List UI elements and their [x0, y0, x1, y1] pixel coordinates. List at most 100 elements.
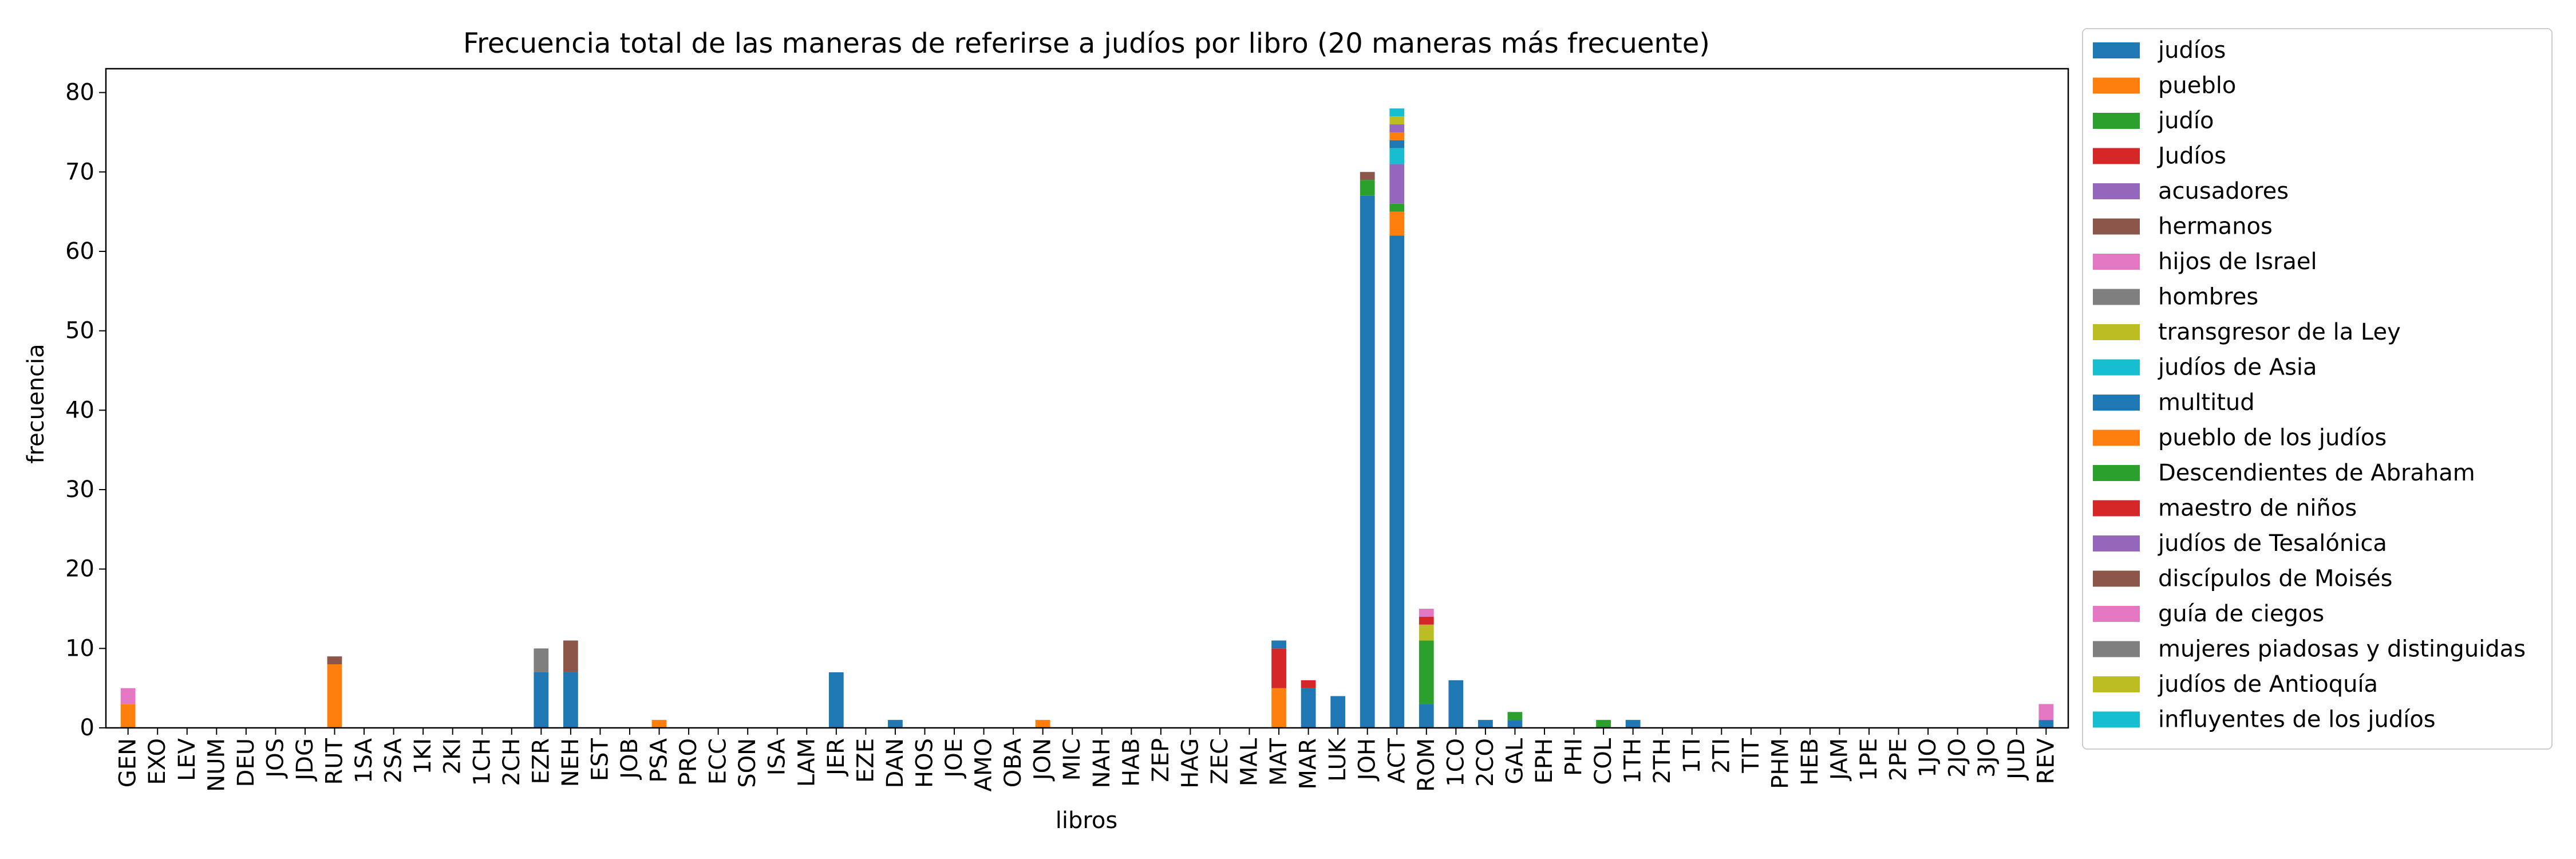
x-tick-label: 3JO [1974, 738, 2000, 778]
bar-segment [327, 656, 342, 665]
legend-swatch [2093, 395, 2140, 411]
x-tick-label: JOE [941, 738, 967, 779]
y-tick-label: 80 [65, 80, 94, 106]
x-tick-label: HAB [1118, 738, 1144, 787]
y-tick-label: 60 [65, 238, 94, 265]
x-tick-label: NAH [1089, 738, 1115, 788]
x-tick-label: 1TI [1679, 738, 1705, 774]
legend-swatch [2093, 359, 2140, 376]
x-tick-label: JON [1030, 738, 1056, 782]
legend-swatch [2093, 77, 2140, 94]
x-tick-label: 2CH [499, 738, 525, 786]
bar-segment [1419, 608, 1434, 617]
y-tick-label: 50 [65, 318, 94, 344]
legend-swatch [2093, 641, 2140, 657]
bar-segment [1419, 640, 1434, 704]
bar-segment [1389, 148, 1405, 164]
plot-frame [105, 68, 2069, 729]
x-tick-label: EPH [1531, 738, 1558, 783]
x-tick-label: 1SA [351, 738, 377, 783]
x-tick-label: RUT [322, 738, 348, 785]
bar-segment [1625, 720, 1641, 728]
legend-entry: maestro de niños [2158, 495, 2357, 522]
x-tick-label: REV [2033, 738, 2059, 784]
x-tick-label: JER [823, 738, 850, 777]
x-tick-label: 2PE [1886, 738, 1912, 781]
legend-swatch [2093, 289, 2140, 305]
x-tick-label: DAN [882, 738, 908, 788]
y-tick-label: 10 [65, 635, 94, 661]
legend-entry: judíos de Antioquía [2158, 671, 2378, 698]
legend-entry: multitud [2158, 389, 2255, 416]
x-axis-label: libros [1056, 807, 1118, 834]
bar-segment [1419, 624, 1434, 641]
bar-segment [651, 720, 667, 728]
legend-entry: discípulos de Moisés [2158, 566, 2392, 592]
bar-segment [1596, 720, 1611, 728]
x-tick-label: GEN [115, 738, 141, 787]
y-tick-label: 20 [65, 556, 94, 582]
bar-segment [563, 672, 578, 728]
legend-entry: judíos de Tesalónica [2158, 530, 2387, 557]
bar-segment [1360, 172, 1375, 180]
x-tick-label: PSA [646, 738, 673, 782]
y-axis-label: frecuencia [23, 344, 49, 463]
x-tick-label: OBA [1000, 738, 1026, 787]
y-tick-label: 0 [80, 715, 94, 741]
x-tick-label: 2CO [1472, 738, 1499, 787]
bar-segment [120, 704, 136, 728]
bar-segment [1271, 640, 1286, 649]
bar-segment [1389, 235, 1405, 728]
x-tick-label: LEV [174, 738, 200, 781]
x-tick-label: JOH [1354, 738, 1381, 782]
bar-segment [327, 664, 342, 728]
legend-swatch [2093, 42, 2140, 58]
x-tick-label: 1JO [1915, 738, 1941, 778]
x-tick-label: PHI [1561, 738, 1587, 776]
bar-segment [1419, 704, 1434, 728]
bar-segment [1389, 203, 1405, 212]
legend-entry: hombres [2158, 284, 2258, 310]
bar-segment [1360, 195, 1375, 728]
plot-area: GEN EXO LEV NUM DEU JOS JDG RUT 1SA 2SA 1KI 2KI 1CH 2… [65, 68, 2069, 792]
x-tick-label: MAL [1236, 738, 1263, 786]
legend-swatch [2093, 430, 2140, 446]
bar-segment [1389, 140, 1405, 148]
legend-entry: judío [2158, 108, 2214, 134]
chart-title: Frecuencia total de las maneras de refer… [463, 27, 1710, 60]
x-tick-label: HAG [1177, 738, 1203, 789]
legend-box [2082, 28, 2553, 750]
legend-swatch [2093, 570, 2140, 587]
legend-swatch [2093, 218, 2140, 235]
bar-segment [1478, 720, 1493, 728]
y-tick-label: 40 [65, 397, 94, 423]
legend-entry: Judíos [2156, 143, 2226, 170]
bar-segment [120, 688, 136, 704]
legend-swatch [2093, 500, 2140, 517]
x-tick-label: JUD [2004, 738, 2030, 781]
x-tick-label: ZEC [1207, 738, 1233, 785]
bar-segment [2038, 720, 2054, 728]
bar-segment [2038, 704, 2054, 720]
x-tick-label: EXO [144, 738, 171, 785]
bar-segment [1301, 680, 1316, 688]
x-tick-label: HEB [1797, 738, 1823, 786]
legend-entry: hijos de Israel [2158, 249, 2317, 275]
bar-segment [1360, 180, 1375, 196]
x-tick-label: EZR [528, 738, 554, 784]
y-tick-label: 70 [65, 159, 94, 185]
legend-swatch [2093, 148, 2140, 164]
legend-entry: mujeres piadosas y distinguidas [2158, 636, 2526, 663]
bar-segment [828, 672, 844, 728]
legend-entry: acusadores [2158, 178, 2289, 204]
x-tick-label: 1TH [1620, 738, 1646, 784]
x-tick-label: JAM [1827, 738, 1853, 782]
bar-segment [1389, 116, 1405, 125]
x-tick-label: NUM [203, 738, 230, 792]
x-tick-label: ACT [1384, 738, 1410, 783]
legend-entry: pueblo de los judíos [2158, 425, 2387, 451]
x-tick-label: LUK [1325, 737, 1351, 782]
legend-swatch [2093, 254, 2140, 270]
x-tick-label: TIT [1738, 738, 1764, 773]
